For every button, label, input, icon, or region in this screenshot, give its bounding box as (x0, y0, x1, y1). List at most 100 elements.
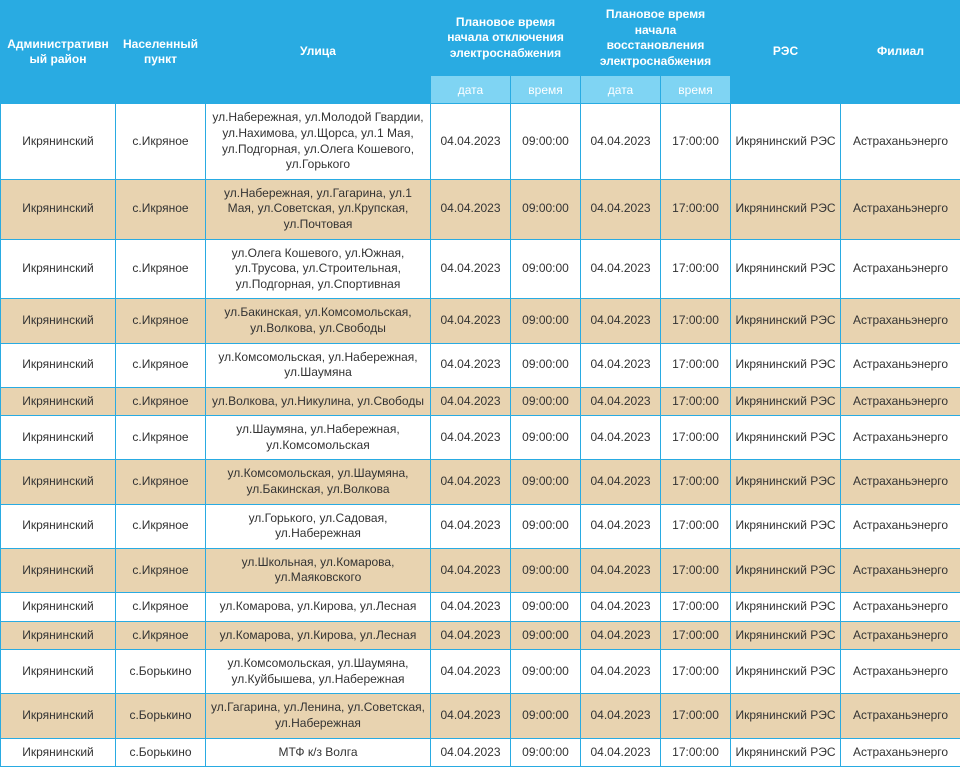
table-row: Икрянинскийс.Борькиноул.Комсомольская, у… (1, 650, 960, 694)
cell-locality: с.Икряное (116, 343, 206, 387)
cell-locality: с.Борькино (116, 694, 206, 738)
cell-disconnect-date: 04.04.2023 (431, 179, 511, 239)
cell-restore-time: 17:00:00 (661, 650, 731, 694)
cell-disconnect-date: 04.04.2023 (431, 738, 511, 767)
cell-restore-date: 04.04.2023 (581, 738, 661, 767)
cell-district: Икрянинский (1, 460, 116, 504)
cell-locality: с.Икряное (116, 179, 206, 239)
cell-disconnect-time: 09:00:00 (511, 343, 581, 387)
table-row: Икрянинскийс.Икряноеул.Комарова, ул.Киро… (1, 593, 960, 622)
cell-restore-date: 04.04.2023 (581, 179, 661, 239)
cell-district: Икрянинский (1, 694, 116, 738)
cell-restore-time: 17:00:00 (661, 104, 731, 179)
cell-restore-time: 17:00:00 (661, 179, 731, 239)
cell-street: МТФ к/з Волга (206, 738, 431, 767)
cell-restore-time: 17:00:00 (661, 299, 731, 343)
cell-district: Икрянинский (1, 239, 116, 299)
table-body: Икрянинскийс.Икряноеул.Набережная, ул.Мо… (1, 104, 960, 767)
cell-restore-date: 04.04.2023 (581, 416, 661, 460)
cell-restore-time: 17:00:00 (661, 416, 731, 460)
cell-res: Икрянинский РЭС (731, 104, 841, 179)
col-restore-date-header: дата (581, 76, 661, 104)
cell-branch: Астраханьэнерго (841, 593, 960, 622)
cell-res: Икрянинский РЭС (731, 694, 841, 738)
cell-disconnect-time: 09:00:00 (511, 694, 581, 738)
cell-branch: Астраханьэнерго (841, 621, 960, 650)
cell-restore-time: 17:00:00 (661, 239, 731, 299)
cell-restore-time: 17:00:00 (661, 504, 731, 548)
cell-locality: с.Икряное (116, 504, 206, 548)
cell-district: Икрянинский (1, 548, 116, 592)
table-row: Икрянинскийс.Икряноеул.Шаумяна, ул.Набер… (1, 416, 960, 460)
cell-restore-date: 04.04.2023 (581, 343, 661, 387)
cell-disconnect-time: 09:00:00 (511, 504, 581, 548)
cell-branch: Астраханьэнерго (841, 548, 960, 592)
cell-restore-time: 17:00:00 (661, 694, 731, 738)
table-row: Икрянинскийс.Икряноеул.Горького, ул.Садо… (1, 504, 960, 548)
cell-district: Икрянинский (1, 299, 116, 343)
cell-restore-time: 17:00:00 (661, 593, 731, 622)
cell-disconnect-time: 09:00:00 (511, 548, 581, 592)
cell-district: Икрянинский (1, 387, 116, 416)
col-disconnect-group-header: Плановое время начала отключения электро… (431, 1, 581, 76)
cell-disconnect-time: 09:00:00 (511, 621, 581, 650)
cell-locality: с.Икряное (116, 299, 206, 343)
cell-locality: с.Икряное (116, 416, 206, 460)
cell-restore-time: 17:00:00 (661, 621, 731, 650)
cell-street: ул.Горького, ул.Садовая, ул.Набережная (206, 504, 431, 548)
cell-restore-date: 04.04.2023 (581, 460, 661, 504)
col-res-header: РЭС (731, 1, 841, 104)
table-row: Икрянинскийс.Икряноеул.Волкова, ул.Никул… (1, 387, 960, 416)
cell-locality: с.Икряное (116, 239, 206, 299)
cell-street: ул.Комарова, ул.Кирова, ул.Лесная (206, 621, 431, 650)
cell-branch: Астраханьэнерго (841, 650, 960, 694)
cell-res: Икрянинский РЭС (731, 593, 841, 622)
cell-locality: с.Борькино (116, 738, 206, 767)
table-row: Икрянинскийс.Икряноеул.Школьная, ул.Кома… (1, 548, 960, 592)
col-street-header: Улица (206, 1, 431, 104)
cell-disconnect-time: 09:00:00 (511, 416, 581, 460)
cell-res: Икрянинский РЭС (731, 387, 841, 416)
cell-district: Икрянинский (1, 650, 116, 694)
cell-district: Икрянинский (1, 593, 116, 622)
table-row: Икрянинскийс.Икряноеул.Комарова, ул.Киро… (1, 621, 960, 650)
table-row: Икрянинскийс.Икряноеул.Бакинская, ул.Ком… (1, 299, 960, 343)
cell-district: Икрянинский (1, 621, 116, 650)
cell-disconnect-date: 04.04.2023 (431, 239, 511, 299)
cell-locality: с.Икряное (116, 548, 206, 592)
cell-street: ул.Шаумяна, ул.Набережная, ул.Комсомольс… (206, 416, 431, 460)
cell-disconnect-time: 09:00:00 (511, 387, 581, 416)
cell-res: Икрянинский РЭС (731, 621, 841, 650)
cell-street: ул.Школьная, ул.Комарова, ул.Маяковского (206, 548, 431, 592)
cell-branch: Астраханьэнерго (841, 387, 960, 416)
cell-district: Икрянинский (1, 343, 116, 387)
cell-disconnect-date: 04.04.2023 (431, 299, 511, 343)
cell-disconnect-date: 04.04.2023 (431, 694, 511, 738)
col-branch-header: Филиал (841, 1, 960, 104)
cell-restore-time: 17:00:00 (661, 343, 731, 387)
cell-disconnect-date: 04.04.2023 (431, 504, 511, 548)
cell-restore-date: 04.04.2023 (581, 650, 661, 694)
cell-district: Икрянинский (1, 504, 116, 548)
table-row: Икрянинскийс.Икряноеул.Набережная, ул.Га… (1, 179, 960, 239)
col-locality-header: Населенный пункт (116, 1, 206, 104)
cell-branch: Астраханьэнерго (841, 504, 960, 548)
cell-disconnect-date: 04.04.2023 (431, 593, 511, 622)
cell-res: Икрянинский РЭС (731, 504, 841, 548)
table-row: Икрянинскийс.Икряноеул.Комсомольская, ул… (1, 343, 960, 387)
cell-restore-date: 04.04.2023 (581, 593, 661, 622)
cell-disconnect-time: 09:00:00 (511, 460, 581, 504)
cell-res: Икрянинский РЭС (731, 179, 841, 239)
cell-res: Икрянинский РЭС (731, 738, 841, 767)
cell-locality: с.Икряное (116, 460, 206, 504)
cell-restore-date: 04.04.2023 (581, 548, 661, 592)
cell-res: Икрянинский РЭС (731, 460, 841, 504)
cell-district: Икрянинский (1, 738, 116, 767)
cell-disconnect-date: 04.04.2023 (431, 548, 511, 592)
cell-res: Икрянинский РЭС (731, 239, 841, 299)
table-row: Икрянинскийс.Икряноеул.Набережная, ул.Мо… (1, 104, 960, 179)
col-disconnect-time-header: время (511, 76, 581, 104)
cell-street: ул.Олега Кошевого, ул.Южная, ул.Трусова,… (206, 239, 431, 299)
cell-disconnect-date: 04.04.2023 (431, 387, 511, 416)
cell-branch: Астраханьэнерго (841, 179, 960, 239)
